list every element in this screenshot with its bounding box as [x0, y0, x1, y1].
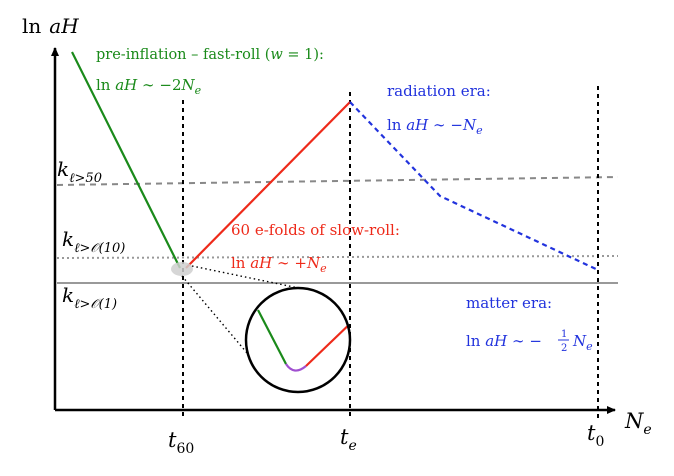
- fast-roll-curve: [71, 51, 181, 269]
- zoom-region-marker: [171, 262, 193, 276]
- radiation-matter-curve: [349, 101, 599, 271]
- y-axis-label: ln aH: [22, 14, 79, 38]
- k-level-1-label: kℓ>𝒪(1): [62, 283, 117, 312]
- preinflation-formula: ln aH ∼ −2Ne: [96, 76, 202, 97]
- svg-text:1: 1: [561, 329, 567, 340]
- x-axis-label: Ne: [624, 409, 652, 438]
- radiation-formula: ln aH ∼ −Ne: [387, 116, 483, 137]
- k-level-10-line: [56, 255, 619, 259]
- slowroll-title: 60 e-folds of slow-roll:: [231, 221, 400, 239]
- preinflation-title: pre-inflation – fast-roll (w = 1):: [96, 47, 324, 63]
- te-label: te: [340, 425, 357, 454]
- svg-text:Ne: Ne: [572, 332, 593, 353]
- t0-label: t0: [587, 421, 604, 450]
- t60-label: t60: [168, 428, 194, 457]
- k-level-50-label: kℓ>50: [57, 157, 102, 186]
- k-level-50-line: [56, 176, 619, 186]
- radiation-title: radiation era:: [387, 82, 491, 100]
- svg-text:2: 2: [561, 343, 567, 354]
- k-level-10-label: kℓ>𝒪(10): [62, 227, 125, 256]
- zoom-inset: [244, 286, 352, 394]
- zoom-guide-top: [191, 265, 319, 293]
- matter-title: matter era:: [466, 294, 552, 312]
- slowroll-formula: ln aH ∼ +Ne: [231, 254, 327, 275]
- slow-roll-curve: [185, 101, 351, 269]
- svg-text:ln aH ∼ −: ln aH ∼ −: [466, 332, 542, 350]
- zoom-guide-bottom: [181, 275, 259, 367]
- matter-formula: ln aH ∼ − 1 2 Ne: [466, 329, 593, 354]
